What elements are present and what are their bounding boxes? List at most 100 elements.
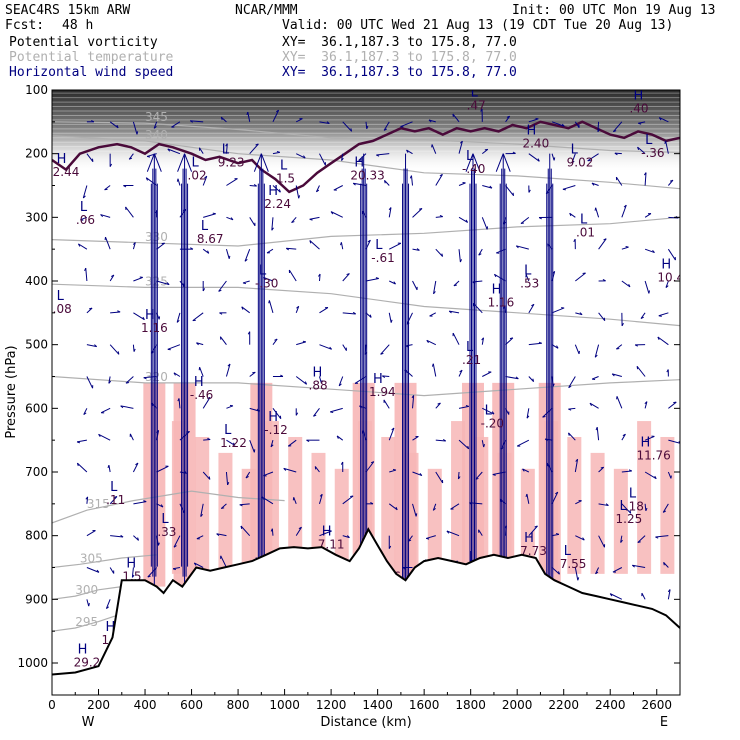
wind-vector-head (395, 506, 398, 511)
wind-vector (412, 395, 415, 409)
extremum-value: 9.23 (218, 156, 245, 170)
wind-vector (457, 471, 460, 480)
wind-vector-head (136, 131, 139, 135)
wind-vector (199, 147, 204, 154)
wind-vector (199, 366, 204, 377)
wind-vector (313, 408, 320, 417)
wind-strong-head (495, 153, 504, 172)
field-pv-name: Potential vorticity (9, 35, 158, 50)
wind-vector-head (133, 348, 136, 352)
wind-vector (663, 562, 669, 568)
wind-vector (225, 363, 231, 377)
wind-vector (104, 185, 111, 191)
wind-vector (435, 248, 443, 257)
wind-vector (636, 365, 646, 377)
wind-vector-head (346, 273, 350, 276)
wind-vector-head (116, 124, 119, 129)
wind-vector-head (319, 493, 323, 497)
wind-vector (615, 176, 623, 186)
wind-vector (644, 503, 647, 511)
wind-vector-head (336, 435, 339, 439)
wind-vector (481, 217, 488, 230)
wind-vector-head (91, 119, 95, 123)
wind-vector (249, 185, 257, 187)
wind-vector (644, 401, 648, 409)
wind-vector (98, 433, 111, 441)
extremum-type: H (492, 283, 502, 298)
wind-vector (82, 185, 88, 199)
wind-vector (226, 216, 234, 221)
wind-vector (412, 208, 423, 218)
wind-vector-head (654, 475, 657, 479)
wind-vector (609, 593, 623, 600)
wind-vector-head (568, 432, 570, 436)
wind-vector (383, 121, 390, 131)
wind-vector (105, 236, 111, 250)
wind-vector (249, 439, 255, 453)
wind-vector (109, 121, 119, 129)
wind-vector (272, 109, 280, 123)
wind-vector (109, 567, 115, 574)
wind-vector-head (85, 496, 89, 500)
x-tick-label: 1000 (269, 698, 300, 712)
x-tick-label: 0 (48, 698, 56, 712)
extremum-value: .21 (462, 353, 481, 367)
wind-vector-head (594, 207, 597, 211)
extremum-type: L (466, 340, 474, 355)
wind-vector-head (384, 180, 386, 184)
wind-vector (202, 175, 208, 186)
wind-vector (449, 310, 460, 314)
wind-vector-head (409, 175, 412, 179)
wind-vector (128, 153, 134, 160)
wind-vector (196, 535, 204, 540)
wind-vector (109, 274, 115, 282)
wind-vector-head (602, 279, 606, 282)
wind-strong-head (177, 153, 186, 172)
wind-vector-head (291, 221, 295, 224)
wind-vector-head (629, 510, 632, 514)
wind-vector (644, 172, 647, 186)
wind-vector (665, 140, 669, 154)
wind-vector-head (664, 140, 667, 144)
wind-vector-head (392, 468, 397, 471)
wind-strong-head (465, 153, 474, 172)
wind-vector-head (225, 143, 228, 147)
wind-vector (80, 216, 88, 221)
wind-vector-head (375, 277, 379, 279)
wind-vector-head (123, 185, 127, 188)
wind-vector (172, 567, 181, 570)
wind-vector-head (131, 574, 135, 578)
theta-contour (52, 283, 680, 327)
field-theta-xy: XY= 36.1,187.3 to 175.8, 77.0 (282, 50, 517, 65)
field-wind-xy: XY= 36.1,187.3 to 175.8, 77.0 (282, 65, 517, 80)
wind-vector-head (76, 462, 79, 467)
wind-vector-head (534, 525, 538, 528)
plot-frame (51, 89, 681, 696)
pv-shading-column (427, 468, 442, 574)
wind-vector (598, 238, 607, 250)
wind-vector-head (611, 373, 615, 377)
extremum-type: H (526, 124, 536, 139)
extremum-value: 1.16 (141, 321, 168, 335)
wind-vector-head (538, 217, 542, 220)
wind-vector-head (603, 238, 607, 241)
wind-vector-head (341, 157, 344, 161)
wind-vector (410, 175, 414, 186)
wind-vector (517, 439, 530, 447)
wind-vector-head (663, 562, 665, 566)
wind-vector-head (591, 182, 595, 186)
wind-vector-head (568, 385, 572, 389)
theta-label: 340 (145, 128, 168, 142)
wind-vector (319, 153, 326, 166)
extremum-type: L (222, 143, 230, 158)
wind-vector (218, 280, 227, 292)
wind-vector (446, 530, 460, 537)
wind-vector (575, 500, 582, 505)
wind-vector (522, 468, 530, 473)
wind-vector (100, 214, 111, 218)
wind-vector-head (176, 178, 179, 182)
wind-vector-head (77, 243, 81, 247)
wind-vector-head (167, 148, 171, 152)
wind-vector-head (189, 120, 194, 123)
wind-vector (458, 369, 463, 377)
